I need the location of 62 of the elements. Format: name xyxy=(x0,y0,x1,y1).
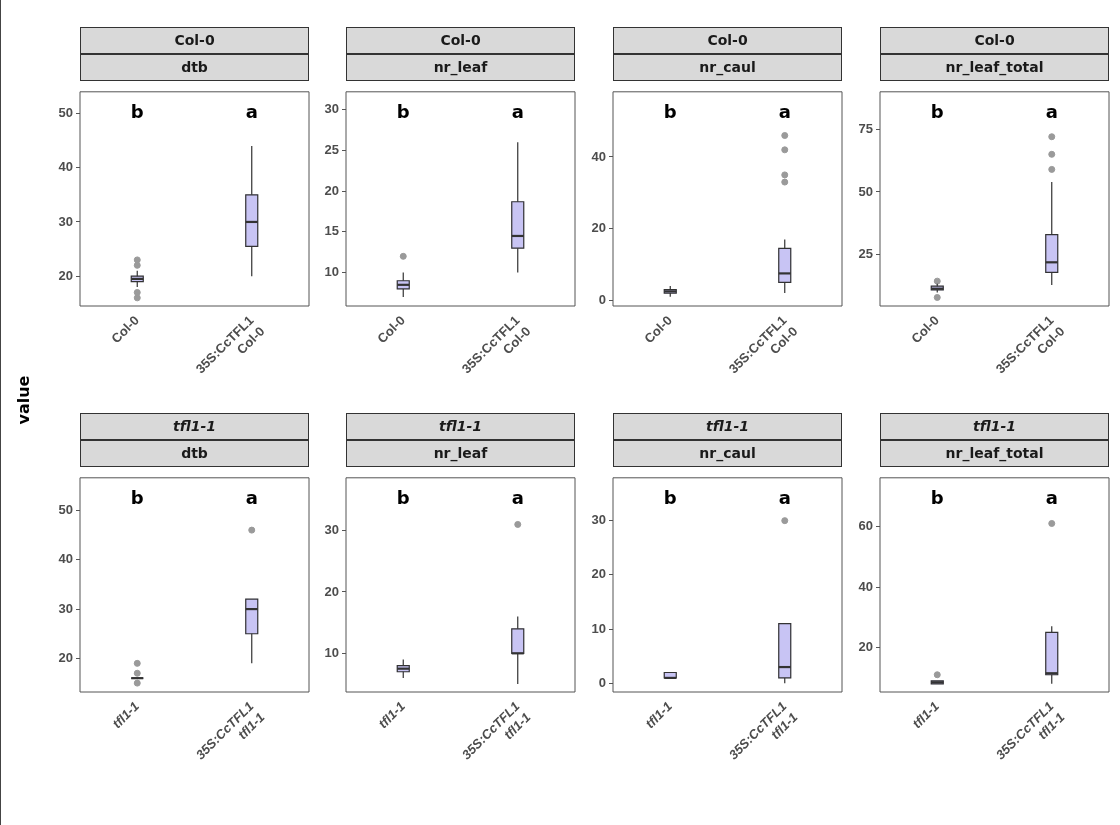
y-tick-label: 40 xyxy=(591,148,606,164)
chart-subtitle: dtb xyxy=(80,54,309,81)
y-tick-label: 25 xyxy=(324,142,339,158)
annotation: a xyxy=(1045,101,1058,123)
chart-title: Col-0 xyxy=(80,27,309,54)
y-tick-label: 75 xyxy=(858,120,873,136)
chart-title: Col-0 xyxy=(613,27,842,54)
y-axis-title: value xyxy=(13,375,33,425)
annotation: a xyxy=(245,101,258,123)
annotation: a xyxy=(511,101,524,123)
y-tick-label: 10 xyxy=(591,620,606,636)
annotation: a xyxy=(245,487,258,509)
annotation: a xyxy=(778,487,791,509)
chart-title: tfl1-1 xyxy=(613,413,842,440)
y-tick-label: 20 xyxy=(324,583,339,599)
chart-subtitle: nr_leaf_total xyxy=(880,54,1109,81)
annotation: b xyxy=(130,101,144,123)
y-tick-label: 30 xyxy=(324,522,339,538)
y-tick-label: 60 xyxy=(858,518,873,534)
annotation: b xyxy=(396,101,410,123)
annotation: b xyxy=(130,487,144,509)
y-tick-label: 20 xyxy=(58,267,73,283)
y-tick-label: 30 xyxy=(58,213,73,229)
annotation: a xyxy=(1045,487,1058,509)
chart-subtitle: nr_leaf_total xyxy=(880,440,1109,467)
y-tick-label: 50 xyxy=(58,501,73,517)
annotation: b xyxy=(396,487,410,509)
y-tick-label: 40 xyxy=(58,159,73,175)
annotation: b xyxy=(930,487,944,509)
y-tick-label: 20 xyxy=(58,650,73,666)
y-tick-label: 30 xyxy=(324,101,339,117)
annotation: b xyxy=(663,101,677,123)
chart-subtitle: nr_leaf xyxy=(346,54,575,81)
chart-title: tfl1-1 xyxy=(80,413,309,440)
annotation: b xyxy=(930,101,944,123)
y-tick-label: 20 xyxy=(858,639,873,655)
y-tick-label: 20 xyxy=(591,220,606,236)
chart-title: tfl1-1 xyxy=(346,413,575,440)
chart-subtitle: nr_leaf xyxy=(346,440,575,467)
y-tick-label: 30 xyxy=(58,600,73,616)
chart-title: tfl1-1 xyxy=(880,413,1109,440)
chart-subtitle: dtb xyxy=(80,440,309,467)
y-tick-label: 25 xyxy=(858,246,873,262)
y-tick-label: 15 xyxy=(324,223,339,239)
y-tick-label: 10 xyxy=(324,644,339,660)
y-tick-label: 20 xyxy=(324,182,339,198)
chart-subtitle: nr_caul xyxy=(613,440,842,467)
annotation: a xyxy=(511,487,524,509)
y-tick-label: 10 xyxy=(324,264,339,280)
y-tick-label: 40 xyxy=(58,551,73,567)
y-tick-label: 40 xyxy=(858,578,873,594)
annotation: a xyxy=(778,101,791,123)
chart-subtitle: nr_caul xyxy=(613,54,842,81)
y-tick-label: 50 xyxy=(858,183,873,199)
y-tick-label: 20 xyxy=(591,566,606,582)
y-tick-label: 0 xyxy=(598,291,606,307)
y-tick-label: 0 xyxy=(598,674,606,690)
annotation: b xyxy=(663,487,677,509)
chart-title: Col-0 xyxy=(346,27,575,54)
y-tick-label: 50 xyxy=(58,105,73,121)
chart-title: Col-0 xyxy=(880,27,1109,54)
y-tick-label: 30 xyxy=(591,512,606,528)
